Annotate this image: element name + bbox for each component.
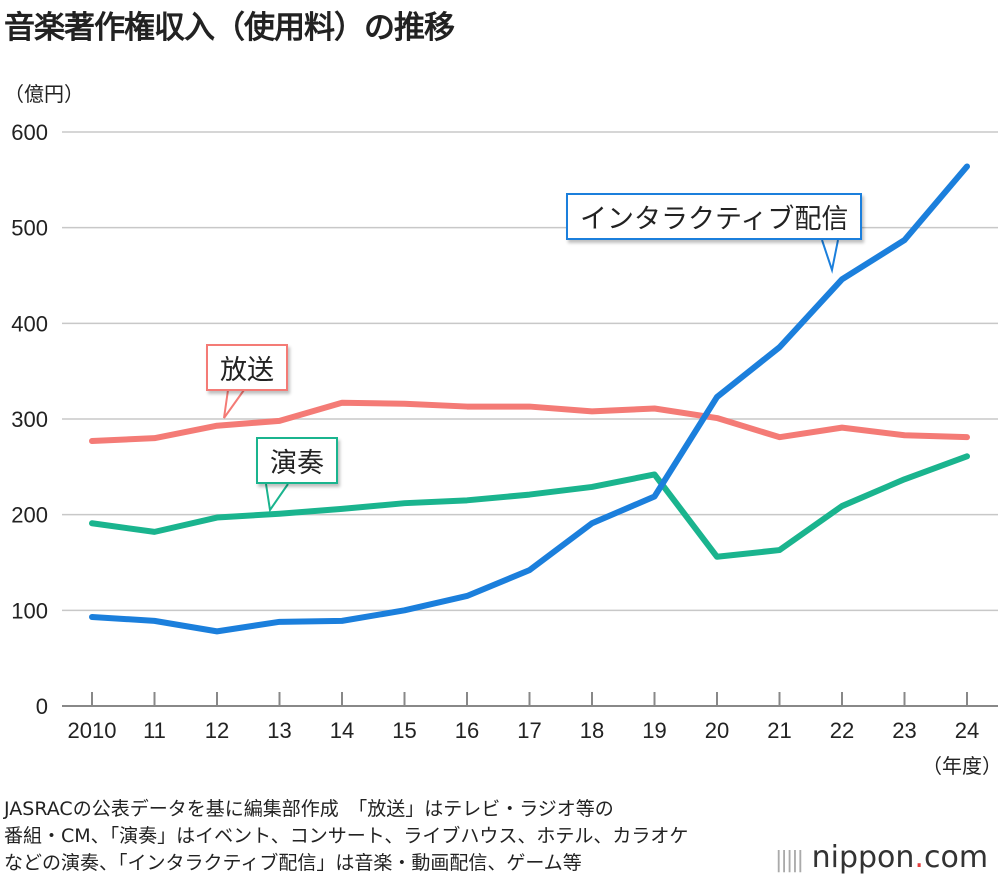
- x-tick-label: 15: [392, 718, 416, 743]
- x-tick-label: 2010: [68, 718, 117, 743]
- x-tick-label: 13: [267, 718, 291, 743]
- series-label-interactive: インタラクティブ配信: [566, 193, 863, 240]
- x-tick-label: 11: [143, 718, 166, 743]
- x-tick-label: 12: [205, 718, 229, 743]
- x-tick-label: 23: [892, 718, 916, 743]
- x-tick-label: 22: [830, 718, 854, 743]
- note-line: JASRACの公表データを基に編集部作成 「放送」はテレビ・ラジオ等の: [4, 798, 614, 820]
- callout-pointer: [223, 389, 245, 419]
- callout-pointer: [265, 483, 289, 513]
- y-tick-label: 400: [11, 311, 48, 336]
- y-axis-label: （億円）: [4, 82, 84, 106]
- x-axis-label: （年度）: [922, 754, 1000, 778]
- note-line: などの演奏、「インタラクティブ配信」は音楽・動画配信、ゲーム等: [4, 852, 582, 874]
- series-line-2: [89, 453, 970, 560]
- y-tick-label: 100: [11, 598, 48, 623]
- y-tick-label: 300: [11, 407, 48, 432]
- nippon-logo: ||||| nippon.com: [775, 840, 989, 875]
- y-tick-label: 500: [11, 216, 48, 241]
- callout-pointer: [821, 239, 839, 274]
- chart-title: 音楽著作権収入（使用料）の推移: [4, 10, 455, 46]
- x-tick-label: 20: [705, 718, 729, 743]
- y-tick-label: 200: [11, 503, 48, 528]
- x-tick-label: 16: [455, 718, 479, 743]
- series-line-0: [89, 163, 970, 635]
- x-tick-label: 17: [517, 718, 541, 743]
- x-tick-label: 24: [955, 718, 979, 743]
- series-label-broadcast: 放送: [206, 344, 288, 391]
- y-tick-label: 600: [11, 120, 48, 145]
- x-tick-label: 21: [767, 718, 791, 743]
- series-label-performance: 演奏: [256, 437, 338, 484]
- x-tick-label: 18: [580, 718, 604, 743]
- note-line: 番組・CM、「演奏」はイベント、コンサート、ライブハウス、ホテル、カラオケ: [4, 825, 689, 847]
- series-line-1: [89, 399, 970, 445]
- x-tick-label: 14: [330, 718, 354, 743]
- x-tick-label: 19: [642, 718, 666, 743]
- source-note: JASRACの公表データを基に編集部作成 「放送」はテレビ・ラジオ等の 番組・C…: [4, 796, 784, 877]
- y-tick-label: 0: [36, 694, 48, 719]
